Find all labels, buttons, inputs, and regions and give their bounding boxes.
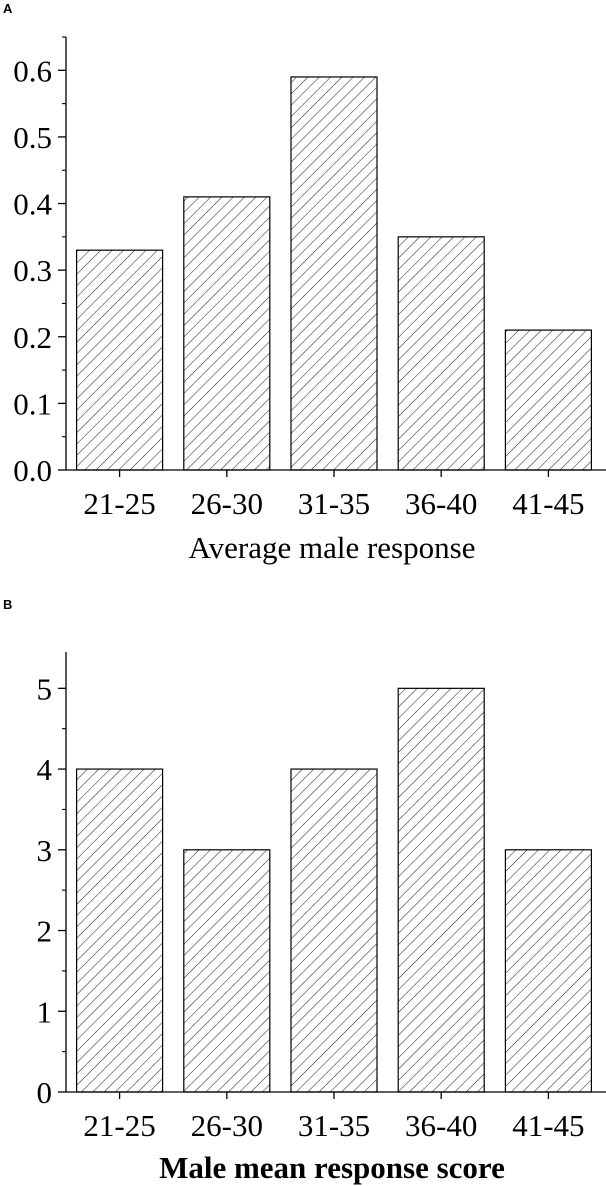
x-axis-title: Male mean response score bbox=[159, 1150, 505, 1185]
x-tick-label: 41-45 bbox=[512, 486, 584, 521]
x-axis-title: Average male response bbox=[189, 530, 476, 565]
bar-26-30 bbox=[183, 849, 271, 1093]
y-tick-label: 0.0 bbox=[13, 453, 52, 488]
bar-chart-a: 0.0 0.1 0.2 0.3 0.4 0.5 0.6 21-25 26-30 31-35 36-4… bbox=[13, 36, 606, 565]
bar-41-45 bbox=[504, 329, 592, 471]
x-tick-label: 26-30 bbox=[191, 1108, 263, 1143]
panel-b: B 0 1 2 3 4 5 21-25 26-30 31-35 36-40 41-45 Male me… bbox=[0, 596, 606, 1186]
x-tick-label: 26-30 bbox=[191, 486, 263, 521]
panel-a: A 0.0 0.1 0.2 0.3 0.4 0.5 0.6 21-25 26-30 31-35 36… bbox=[0, 0, 606, 590]
bar-36-40 bbox=[397, 687, 485, 1093]
y-tick-label: 0.5 bbox=[13, 120, 52, 155]
y-tick-label: 0.2 bbox=[13, 320, 52, 355]
bar-21-25 bbox=[75, 249, 164, 471]
bar-21-25 bbox=[75, 768, 164, 1093]
panel-letter: B bbox=[3, 597, 13, 612]
panel-letter: A bbox=[3, 1, 13, 16]
y-tick-label: 5 bbox=[37, 671, 53, 706]
bar-31-35 bbox=[290, 768, 378, 1093]
x-tick-label: 31-35 bbox=[298, 486, 370, 521]
x-tick-label: 41-45 bbox=[512, 1108, 584, 1143]
x-tick-label: 21-25 bbox=[83, 486, 155, 521]
y-tick-label: 1 bbox=[37, 994, 53, 1029]
y-tick-label: 0.4 bbox=[13, 187, 52, 222]
bar-26-30 bbox=[183, 196, 271, 471]
x-tick-label: 21-25 bbox=[83, 1108, 155, 1143]
bar-36-40 bbox=[397, 236, 485, 471]
y-tick-label: 4 bbox=[37, 752, 53, 787]
x-tick-label: 36-40 bbox=[405, 486, 477, 521]
x-tick-label: 36-40 bbox=[405, 1108, 477, 1143]
y-tick-label: 0 bbox=[37, 1075, 53, 1110]
y-tick-label: 0.1 bbox=[13, 386, 52, 421]
bar-41-45 bbox=[504, 849, 592, 1093]
y-tick-label: 0.6 bbox=[13, 53, 52, 88]
x-tick-label: 31-35 bbox=[298, 1108, 370, 1143]
y-tick-label: 2 bbox=[37, 914, 53, 949]
y-tick-label: 3 bbox=[37, 833, 53, 868]
y-tick-label: 0.3 bbox=[13, 253, 52, 288]
bar-31-35 bbox=[290, 76, 378, 471]
